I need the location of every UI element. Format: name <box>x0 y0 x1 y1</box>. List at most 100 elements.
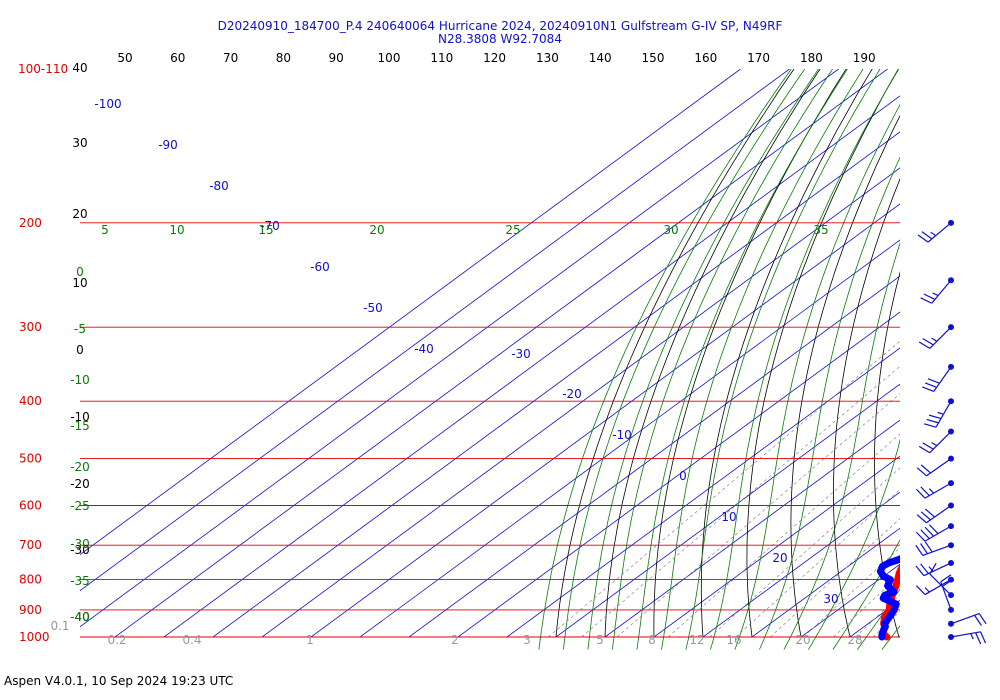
title-line-1: D20240910_184700_P.4 240640064 Hurricane… <box>217 19 783 33</box>
left-axis-label: -10 <box>70 410 90 424</box>
mixing-ratio-line <box>872 610 900 638</box>
isotherm-line <box>653 455 900 638</box>
pressure-label: 600 <box>19 499 42 513</box>
moist-adiabat-label: -25 <box>70 499 90 513</box>
dry-adiabat-line <box>555 69 795 638</box>
pressure-label: 700 <box>19 538 42 552</box>
top-axis-tick: 190 <box>853 51 876 65</box>
pressure-label: 1000 <box>19 630 50 644</box>
wind-barb <box>915 576 954 596</box>
isotherm-label: 20 <box>772 551 787 565</box>
isotherm-line <box>948 69 1000 637</box>
moist-adiabat-label: -30 <box>70 537 90 551</box>
top-axis-tick: 120 <box>483 51 506 65</box>
wind-barb <box>916 502 954 524</box>
moist-adiabat-line <box>832 539 900 650</box>
isotherm-label: -60 <box>310 260 330 274</box>
mixing-ratio-line <box>769 518 900 638</box>
title-line-2: N28.3808 W92.7084 <box>438 32 562 46</box>
wind-barb <box>940 574 954 613</box>
wind-barb <box>923 398 954 428</box>
mixing-ratio-label: 1 <box>306 633 314 647</box>
footer-text: Aspen V4.0.1, 10 Sep 2024 19:23 UTC <box>4 674 234 688</box>
moist-adiabat-line <box>636 69 848 650</box>
top-axis-tick: 180 <box>800 51 823 65</box>
isotherm-label: -50 <box>363 301 383 315</box>
isotherm-label: -90 <box>158 138 178 152</box>
top-axis-tick: 150 <box>642 51 665 65</box>
left-axis-label: 40 <box>72 61 87 75</box>
wind-barb <box>916 455 954 477</box>
wind-barb <box>920 277 954 304</box>
top-axis-tick: 100 <box>378 51 401 65</box>
isotherm-line <box>80 69 741 556</box>
dry-adiabat-line <box>990 45 1000 638</box>
isotherm-line <box>80 69 839 628</box>
dry-adiabat-line <box>790 114 900 638</box>
moist-adiabat-line <box>538 69 792 650</box>
moist-adiabat-line <box>783 242 900 650</box>
wind-barb <box>915 559 954 577</box>
isotherm-line <box>310 203 900 638</box>
dewpoint-trace <box>876 555 900 641</box>
moist-adiabat-top-label: 10 <box>169 223 184 237</box>
wind-barb <box>948 612 987 627</box>
wind-barb <box>915 480 954 499</box>
moist-adiabat-line <box>661 69 864 650</box>
isotherm-label: 10 <box>721 510 736 524</box>
top-axis-tick: 110 <box>430 51 453 65</box>
isotherm-label: 0 <box>679 469 687 483</box>
mixing-ratio-label: 16 <box>726 633 741 647</box>
top-axis-tick: 80 <box>276 51 291 65</box>
top-axis-tick: 130 <box>536 51 559 65</box>
moist-adiabat-line <box>857 588 900 650</box>
moist-adiabat-line <box>808 438 900 650</box>
dry-adiabat-line <box>653 69 847 638</box>
moist-adiabat-top-label: 35 <box>813 223 828 237</box>
isotherm-line <box>555 383 900 638</box>
mixing-ratio-label: 0.2 <box>107 633 126 647</box>
mixing-ratio-label: 20 <box>795 633 810 647</box>
wind-barb <box>915 541 954 557</box>
pressure-label: 500 <box>19 452 42 466</box>
isotherm-line <box>898 635 900 638</box>
mixing-ratio-label: 5 <box>596 633 604 647</box>
left-axis-label: 20 <box>72 207 87 221</box>
mixing-ratio-line <box>548 340 900 638</box>
pressure-label: 100-110 <box>18 62 68 76</box>
wind-barb <box>917 219 954 243</box>
mixing-ratio-line <box>709 467 900 638</box>
isotherm-line <box>751 527 900 638</box>
isotherm-line <box>80 69 790 592</box>
moist-adiabat-label: -15 <box>70 419 90 433</box>
moist-adiabat-label: -10 <box>70 373 90 387</box>
left-axis-label: -20 <box>70 477 90 491</box>
isotherm-line <box>506 347 900 638</box>
top-axis-tick: 170 <box>747 51 770 65</box>
isotherm-line <box>604 419 900 638</box>
plot-area <box>80 45 1000 650</box>
mixing-ratio-label: 8 <box>648 633 656 647</box>
pressure-label: 300 <box>19 320 42 334</box>
dry-adiabat-line <box>833 177 900 638</box>
moist-adiabat-line <box>734 103 900 650</box>
isotherm-line <box>408 275 900 638</box>
left-axis-label: 10 <box>72 276 87 290</box>
isotherm-label: -30 <box>511 347 531 361</box>
isotherm-label: -10 <box>612 428 632 442</box>
mixing-ratio-line <box>616 393 900 638</box>
moist-adiabat-top-label: 5 <box>101 223 109 237</box>
moist-adiabat-label: -40 <box>70 610 90 624</box>
dry-adiabat-line <box>604 69 821 638</box>
isotherm-label: -40 <box>414 342 434 356</box>
moist-adiabat-line <box>587 69 819 650</box>
mixing-ratio-line <box>930 223 1000 637</box>
isotherm-line <box>849 599 900 638</box>
temperature-trace <box>879 563 900 641</box>
wind-barb <box>948 631 987 645</box>
mixing-ratio-line <box>833 574 900 638</box>
moist-adiabat-label: -35 <box>70 574 90 588</box>
mixing-ratio-line <box>581 365 900 638</box>
moist-adiabat-line <box>563 69 806 650</box>
